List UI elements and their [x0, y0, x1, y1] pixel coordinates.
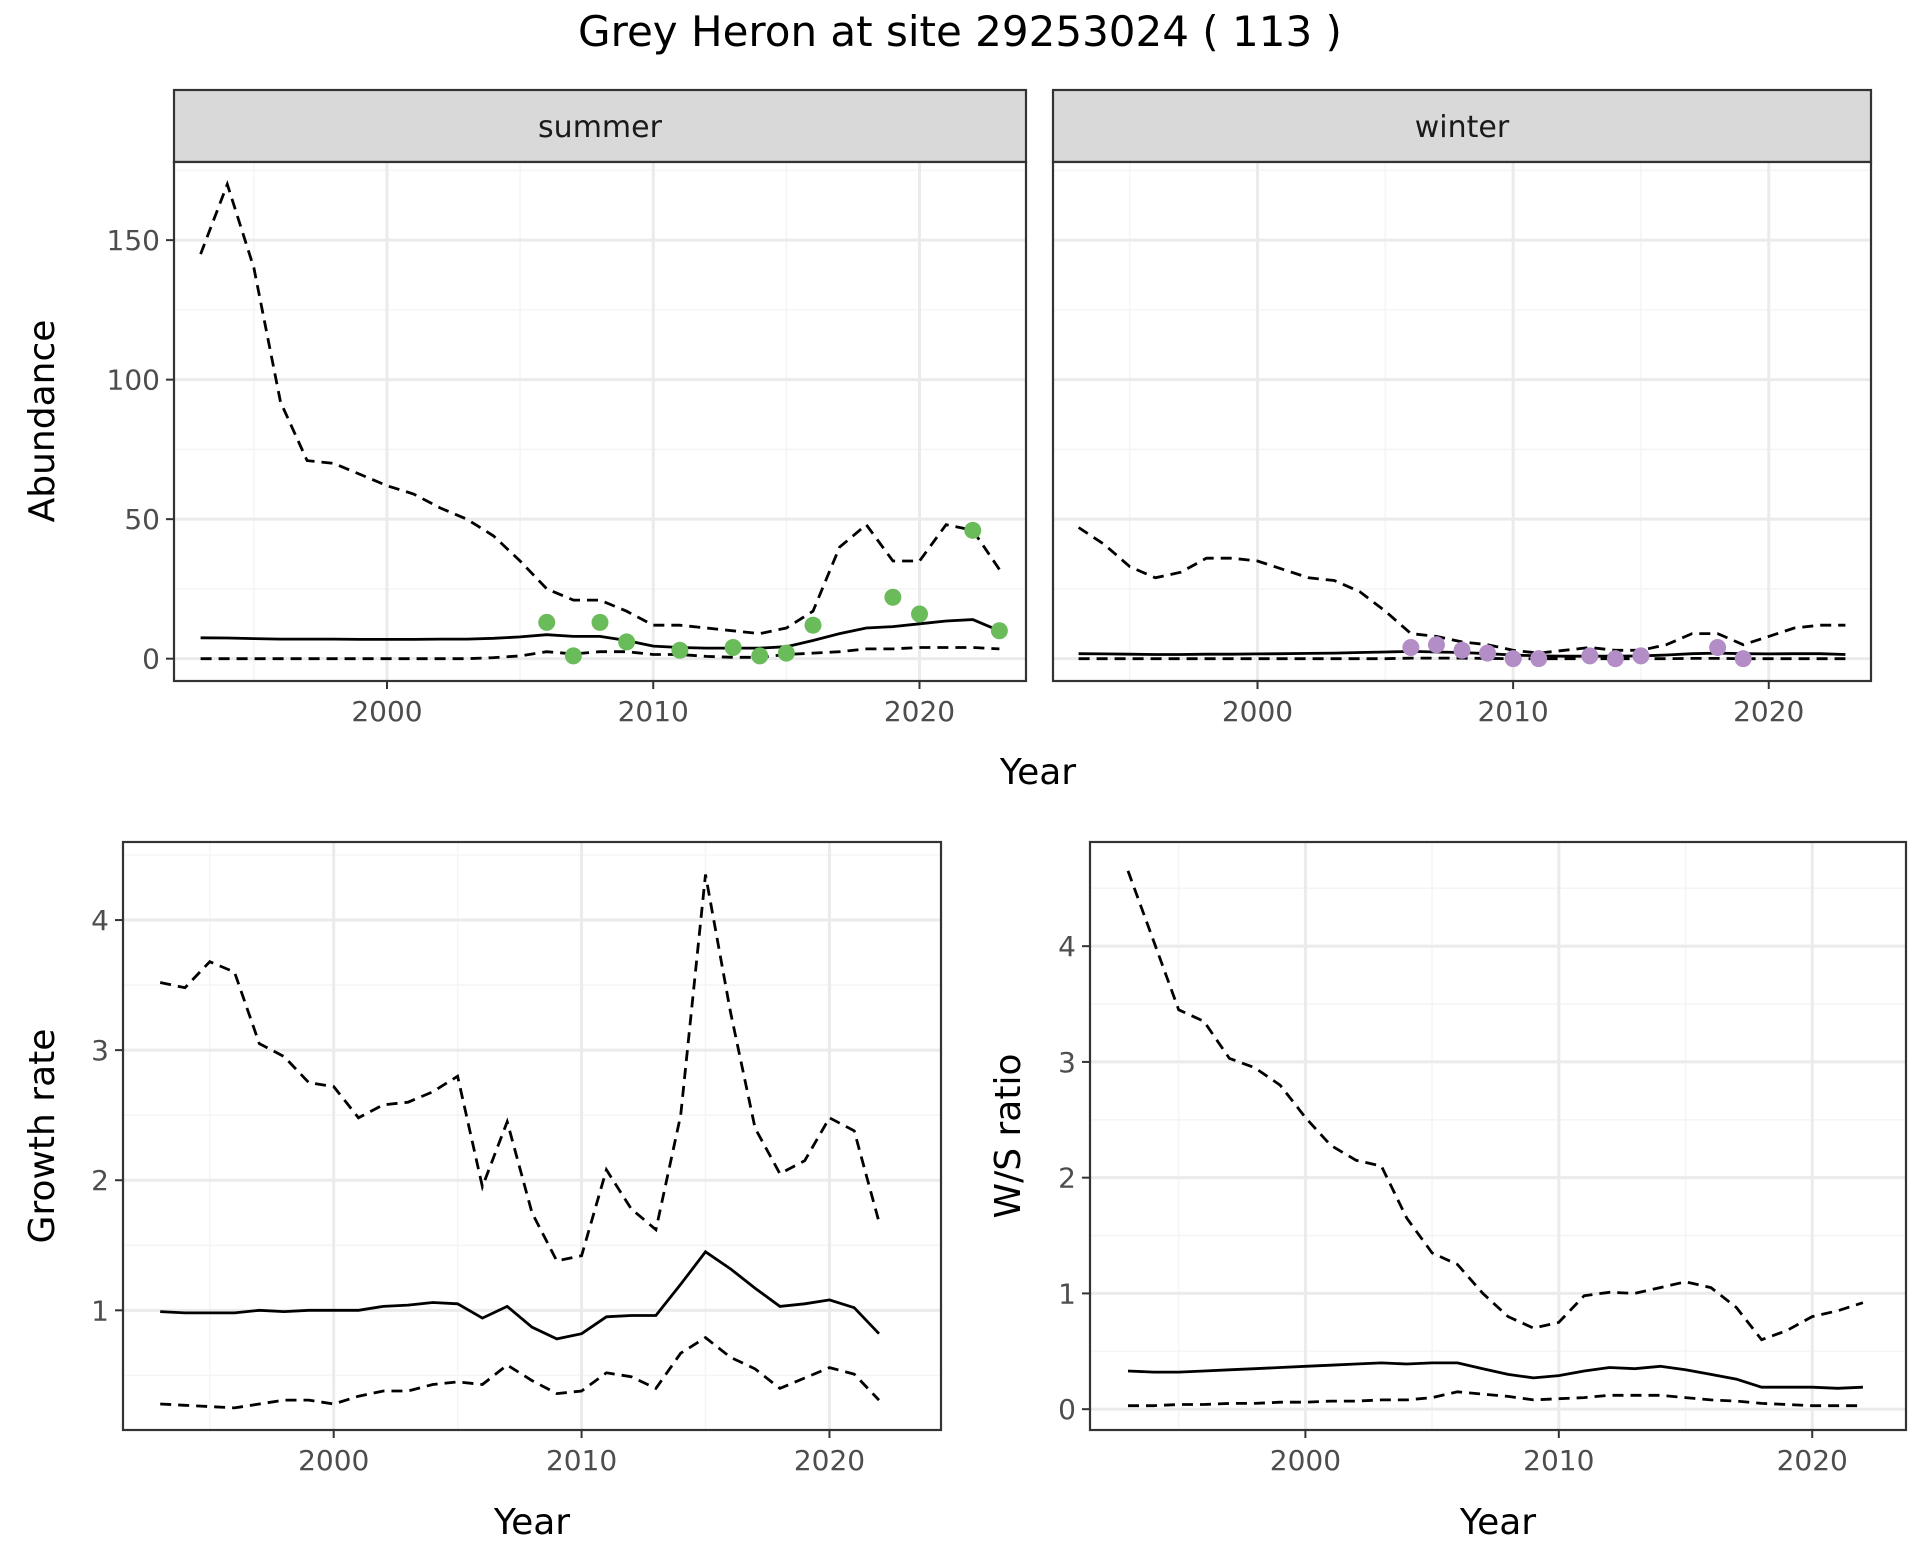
facet-strip: [1051, 88, 1873, 164]
x-tick-label: 2000: [1222, 695, 1293, 728]
panel-background: [174, 162, 1026, 681]
y-tick-label: 3: [91, 1034, 109, 1067]
observed-point: [1402, 639, 1420, 657]
observed-point: [618, 633, 636, 651]
panel-border: [1051, 160, 1873, 683]
figure-title: Grey Heron at site 29253024 ( 113 ): [578, 7, 1342, 56]
observed-point: [1453, 641, 1471, 659]
y-axis-title: Abundance: [22, 320, 63, 523]
facet-winter: winter 2000 2010 2020: [1051, 88, 1873, 728]
observed-point: [751, 647, 769, 665]
observed-point: [1632, 647, 1650, 665]
observed-point: [804, 616, 822, 634]
y-tick-label: 2: [1058, 1162, 1076, 1195]
facet-strip: [172, 88, 1028, 164]
x-tick-label: 2010: [1523, 1444, 1594, 1477]
lower-bound-line: [200, 646, 1000, 661]
observed-point: [990, 622, 1008, 640]
panel-background: [123, 842, 941, 1430]
x-tick-label: 2020: [884, 695, 955, 728]
y-tick-label: 2: [91, 1164, 109, 1197]
observed-point: [1734, 650, 1752, 668]
y-tick-label: 3: [1058, 1046, 1076, 1079]
x-tick-label: 2010: [1477, 695, 1548, 728]
lower-bound-line: [1128, 1390, 1863, 1408]
facet-summer: summer 0 50 100 150 2000 2010 2020: [107, 88, 1028, 728]
observed-point: [1530, 650, 1548, 668]
x-tick-label: 2010: [618, 695, 689, 728]
ws-ratio-chart: 0 1 2 3 4 2000 2010 2020 W/S ratio Year: [988, 840, 1908, 1543]
x-tick-label: 2000: [351, 695, 422, 728]
y-tick-label: 4: [91, 904, 109, 937]
observed-point: [1479, 644, 1497, 662]
panel-border: [1088, 840, 1908, 1432]
x-tick-label: 2000: [1270, 1444, 1341, 1477]
abundance-chart: summer 0 50 100 150 2000 2010 2020 winter 2000 201…: [22, 88, 1873, 793]
x-tick-label: 2010: [546, 1444, 617, 1477]
y-axis-title: W/S ratio: [988, 1053, 1029, 1218]
y-axis-title: Growth rate: [22, 1029, 63, 1244]
x-tick-label: 2000: [298, 1444, 369, 1477]
x-axis-title: Year: [493, 1502, 570, 1543]
y-tick-label: 1: [1058, 1277, 1076, 1310]
panel-background: [1090, 842, 1906, 1430]
observed-point: [1606, 650, 1624, 668]
observed-point: [1427, 636, 1445, 654]
observed-point: [671, 641, 689, 659]
observed-point: [964, 521, 982, 539]
y-tick-label: 50: [124, 503, 160, 536]
y-tick-label: 1: [91, 1294, 109, 1327]
panel-border: [121, 840, 943, 1432]
x-axis-title: Year: [999, 752, 1076, 793]
y-tick-label: 0: [1058, 1393, 1076, 1426]
y-tick-label: 0: [142, 643, 160, 676]
observed-point: [1709, 639, 1727, 657]
observed-point: [538, 613, 556, 631]
y-tick-label: 150: [107, 224, 160, 257]
estimate-line: [160, 1249, 881, 1341]
x-tick-label: 2020: [1733, 695, 1804, 728]
y-tick-label: 4: [1058, 930, 1076, 963]
panel-border: [172, 160, 1028, 683]
y-tick-label: 100: [107, 364, 160, 397]
observed-point: [884, 588, 902, 606]
observed-point: [564, 647, 582, 665]
x-tick-label: 2020: [794, 1444, 865, 1477]
observed-point: [591, 613, 609, 631]
facet-strip-label: summer: [538, 110, 663, 145]
estimate-line: [1127, 1361, 1863, 1390]
upper-bound-line: [1126, 870, 1864, 1342]
upper-bound-line: [159, 874, 881, 1263]
observed-point: [724, 639, 742, 657]
observed-point: [777, 644, 795, 662]
estimate-line: [200, 618, 1000, 650]
x-tick-label: 2020: [1777, 1444, 1848, 1477]
panel-background: [1053, 162, 1871, 681]
facet-strip-label: winter: [1415, 110, 1510, 145]
observed-point: [911, 605, 928, 623]
x-axis-title: Year: [1459, 1502, 1536, 1543]
growth-rate-chart: 1 2 3 4 2000 2010 2020 Growth rate Year: [22, 840, 943, 1543]
observed-point: [1504, 650, 1522, 668]
observed-point: [1581, 647, 1599, 665]
